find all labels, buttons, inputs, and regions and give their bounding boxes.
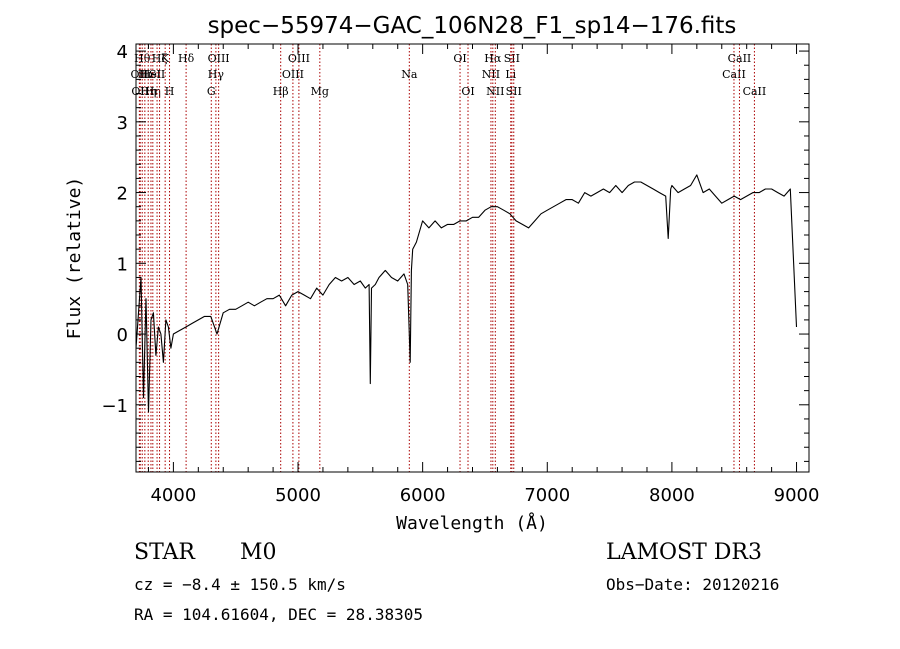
y-axis-ticks: −1 0 1 2 3 4: [101, 42, 809, 462]
y-tick-label-3: 2: [117, 184, 128, 205]
marker-label-12: G: [207, 85, 216, 98]
y-tick-label-1: 0: [117, 325, 128, 346]
x-tick-label-0: 4000: [150, 485, 196, 506]
marker-label-22: NII: [482, 68, 500, 81]
marker-label-3: Hι: [138, 68, 152, 81]
marker-label-11: Hδ: [178, 52, 195, 65]
y-tick-label-2: 1: [117, 254, 128, 275]
marker-label-23: Hα: [484, 52, 502, 65]
marker-label-14: OIII: [208, 52, 230, 65]
marker-label-20: OI: [453, 52, 466, 65]
marker-label-29: CaII: [728, 52, 752, 65]
marker-label-2: Hθ: [134, 52, 151, 65]
marker-label-17: OIII: [288, 52, 310, 65]
marker-label-16: OIII: [282, 68, 304, 81]
series-spectrum: [135, 174, 798, 413]
y-axis-label: Flux (relative): [64, 177, 85, 340]
emission-line-markers: OIIOIIHθHιHηHeIHηSIIHζKHHδGHγOIIIHβOIIIO…: [131, 44, 767, 472]
chart-title: spec−55974−GAC_106N28_F1_sp14−176.fits: [208, 13, 737, 39]
x-tick-label-1: 5000: [275, 485, 321, 506]
redshift-velocity: cz = −8.4 ± 150.5 km/s: [134, 575, 346, 594]
marker-label-8: Hζ: [152, 52, 168, 65]
x-tick-label-5: 9000: [774, 485, 820, 506]
marker-label-27: SII: [506, 85, 522, 98]
x-tick-label-4: 8000: [649, 485, 695, 506]
x-tick-label-2: 6000: [400, 485, 446, 506]
observation-date: Obs−Date: 20120216: [606, 575, 779, 594]
marker-label-10: H: [165, 85, 175, 98]
marker-label-5: HeI: [141, 68, 161, 81]
marker-label-26: SII: [504, 52, 520, 65]
marker-label-30: CaII: [743, 85, 767, 98]
y-tick-label-0: −1: [101, 396, 128, 417]
marker-label-25: Li: [505, 68, 516, 81]
x-axis-label: Wavelength (Å): [396, 512, 548, 534]
marker-label-21: OI: [461, 85, 474, 98]
object-class: STAR: [134, 540, 196, 565]
marker-label-0: OII: [131, 68, 149, 81]
x-axis-ticks: 4000 5000 6000 7000 8000 9000: [147, 44, 820, 506]
marker-label-24: NII: [486, 85, 504, 98]
x-tick-label-3: 7000: [524, 485, 570, 506]
marker-label-6: Hη: [145, 85, 161, 98]
marker-label-19: Na: [401, 68, 418, 81]
marker-label-9: K: [161, 52, 170, 65]
spectrum-series: [135, 174, 798, 413]
object-subclass: M0: [240, 540, 277, 565]
survey-label: LAMOST DR3: [606, 540, 762, 565]
y-tick-label-4: 3: [117, 113, 128, 134]
sky-coordinates: RA = 104.61604, DEC = 28.38305: [134, 605, 423, 624]
marker-label-7: SII: [149, 68, 165, 81]
marker-label-4: Hη: [140, 85, 156, 98]
plot-frame: [135, 43, 810, 473]
marker-label-18: Mg: [311, 85, 329, 98]
marker-label-13: Hγ: [208, 68, 225, 81]
marker-label-15: Hβ: [273, 85, 289, 98]
y-tick-label-5: 4: [117, 42, 128, 63]
marker-label-28: CaII: [722, 68, 746, 81]
